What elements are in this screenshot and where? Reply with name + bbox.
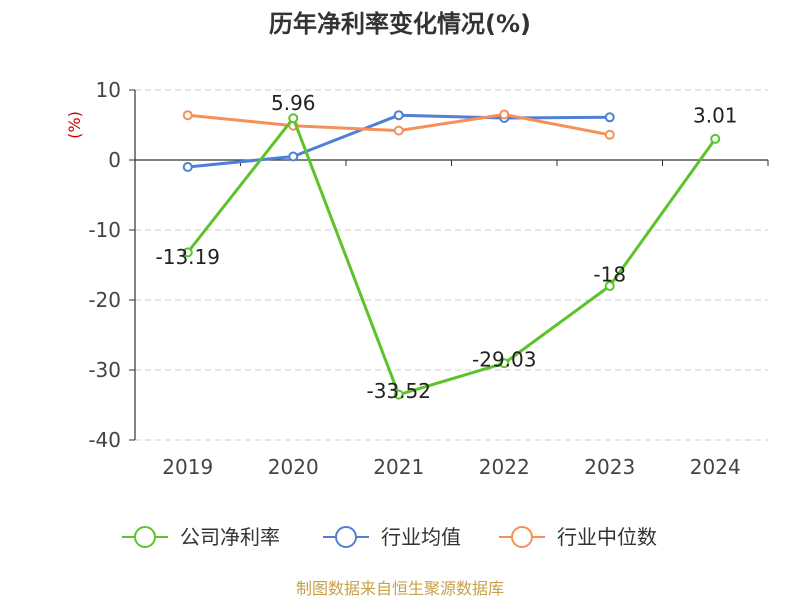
data-label-2020: 5.96 <box>271 91 316 115</box>
y-tick-label-0: 10 <box>96 78 121 102</box>
series-group <box>182 109 721 400</box>
series-1-point-2023 <box>604 112 615 123</box>
y-tick-labels: 10 0 -10 -20 -30 -40 <box>88 78 121 452</box>
source-note: 制图数据来自恒生聚源数据库 <box>296 579 504 598</box>
series-2-point-2021 <box>393 125 404 136</box>
series-2-point-2023 <box>604 129 615 140</box>
series-1-point-2019 <box>182 162 193 172</box>
data-label-2022: -29.03 <box>472 348 536 372</box>
data-label-2023: -18 <box>593 263 626 287</box>
series-0-point-2024 <box>710 133 721 144</box>
series-0-point-2020 <box>288 113 299 124</box>
x-tick-label-2024: 2024 <box>690 455 741 479</box>
series-0-point-2022 <box>499 358 510 369</box>
data-labels: -13.19 5.96 -33.52 -29.03 -18 3.01 <box>156 91 738 403</box>
y-axis-label: (%) <box>65 111 84 139</box>
data-label-2019: -13.19 <box>156 245 220 269</box>
legend-marker-1 <box>335 526 357 548</box>
axes <box>129 89 769 441</box>
series-0-point-2023 <box>604 281 615 291</box>
x-tick-label-2021: 2021 <box>373 455 424 479</box>
series-line-0 <box>186 116 717 397</box>
y-tick-label-5: -40 <box>88 428 121 452</box>
x-tick-label-2019: 2019 <box>162 455 213 479</box>
series-0-point-2021 <box>393 389 404 400</box>
series-1-point-2020 <box>288 151 299 162</box>
x-tick-label-2023: 2023 <box>584 455 635 479</box>
legend-label-0: 公司净利率 <box>180 525 280 549</box>
x-tick-label-2020: 2020 <box>268 455 319 479</box>
x-tick-label-2022: 2022 <box>479 455 530 479</box>
x-tick-labels: 2019 2020 2021 2022 2023 2024 <box>162 455 740 479</box>
series-0-point-2019 <box>182 247 193 258</box>
series-1-point-2021 <box>393 110 404 121</box>
legend-label-2: 行业中位数 <box>557 525 657 549</box>
y-tick-label-3: -20 <box>88 288 121 312</box>
chart-title: 历年净利率变化情况(%) <box>269 10 531 38</box>
grid-lines <box>135 89 768 441</box>
y-tick-label-1: 0 <box>108 148 121 172</box>
data-label-2024: 3.01 <box>693 103 738 127</box>
series-2-point-2022 <box>499 109 510 120</box>
legend-marker-2 <box>511 526 533 548</box>
y-tick-label-2: -10 <box>88 218 121 242</box>
series-2-point-2019 <box>182 110 193 121</box>
data-label-2021: -33.52 <box>367 379 431 403</box>
legend: 公司净利率 行业均值 行业中位数 <box>122 525 657 549</box>
y-tick-label-4: -30 <box>88 358 121 382</box>
legend-label-1: 行业均值 <box>381 525 461 549</box>
legend-marker-0 <box>134 526 156 548</box>
